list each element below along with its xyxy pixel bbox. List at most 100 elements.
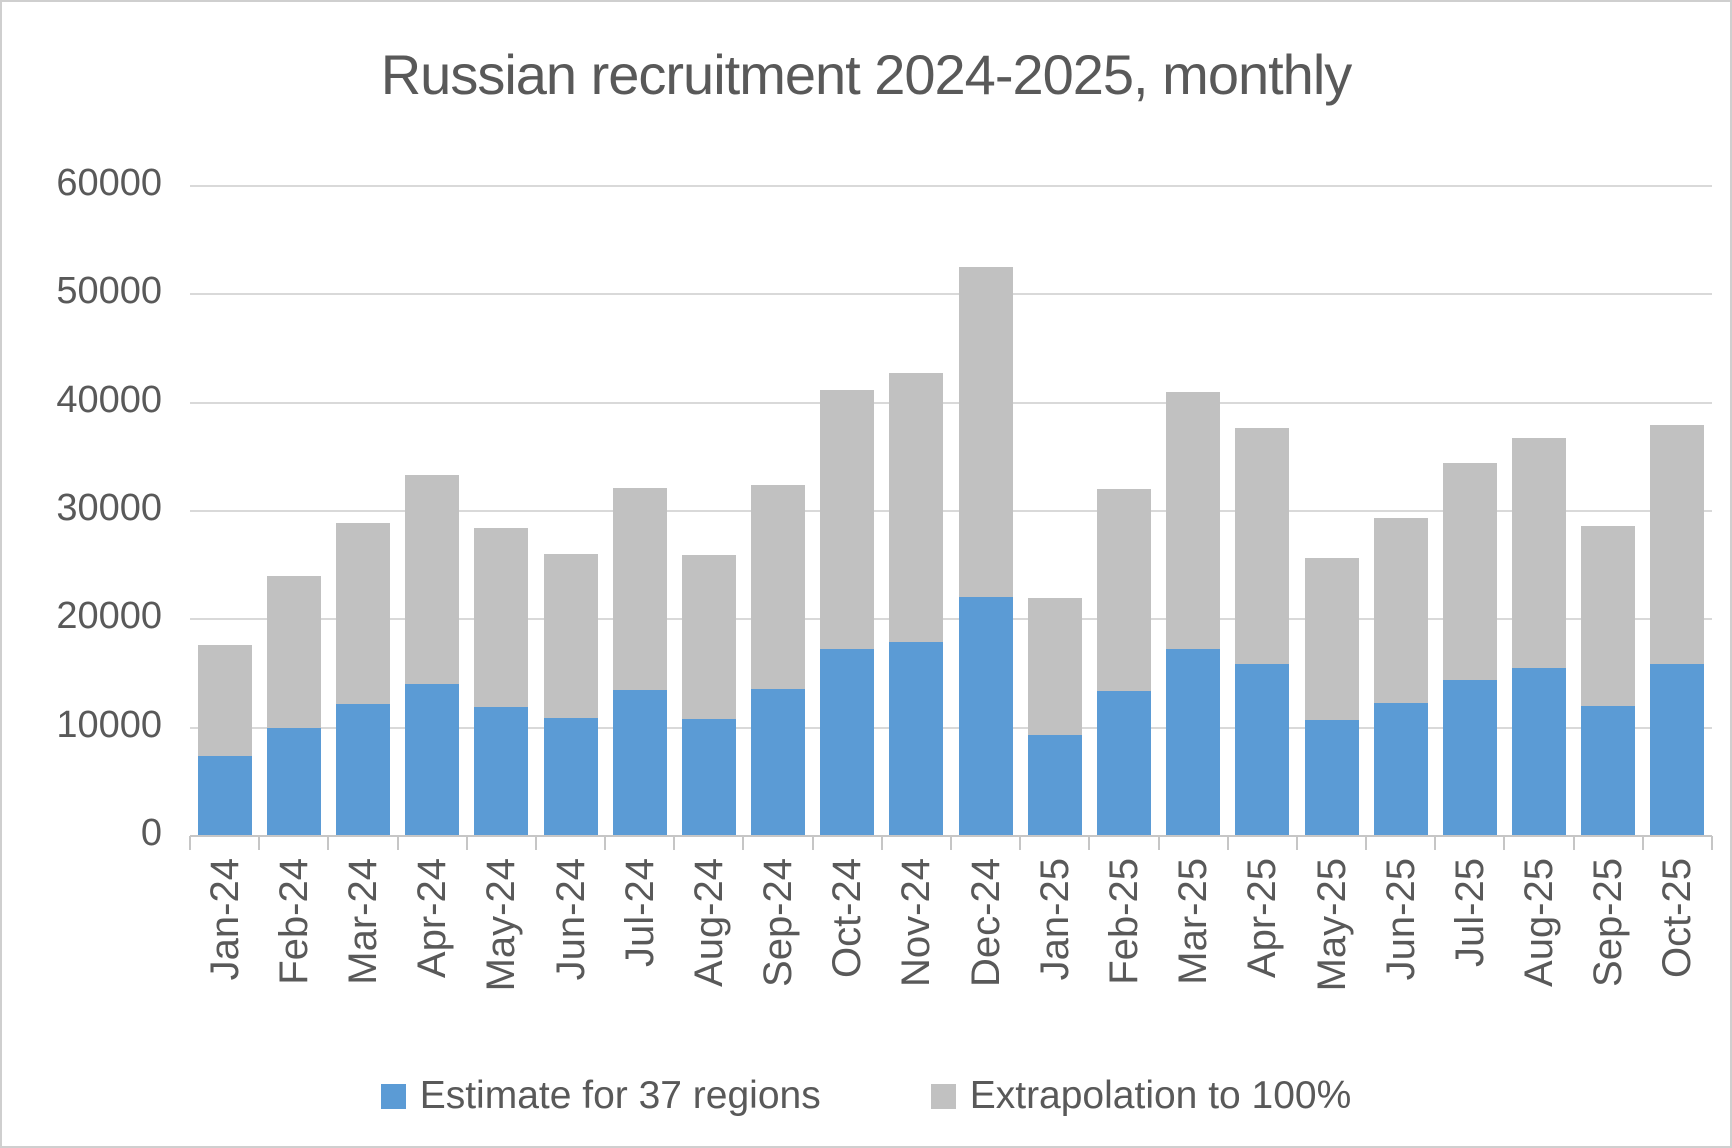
- bar-segment-estimate: [1027, 735, 1082, 836]
- bar-segment-extrapolation: [1512, 438, 1567, 669]
- bar-segment-estimate: [681, 719, 736, 836]
- bar-segment-estimate: [889, 642, 944, 836]
- legend-item-extrapolation: Extrapolation to 100%: [930, 1074, 1352, 1118]
- axis-tick: [811, 836, 814, 850]
- axis-tick: [950, 836, 952, 850]
- legend-item-estimate: Estimate for 37 regions: [380, 1074, 821, 1118]
- x-axis-label: Feb-25: [1101, 858, 1146, 985]
- axis-tick: [189, 836, 191, 850]
- axis-tick: [1572, 836, 1575, 850]
- gridline: [190, 293, 1712, 296]
- bar-segment-extrapolation: [612, 488, 667, 690]
- x-axis-label: Jul-24: [617, 858, 662, 967]
- axis-tick: [258, 836, 261, 850]
- x-axis-label: Apr-24: [410, 858, 455, 979]
- bar-segment-extrapolation: [681, 555, 736, 719]
- x-axis-label: Jun-25: [1378, 858, 1423, 981]
- bar-segment-estimate: [1512, 668, 1567, 836]
- bar-segment-estimate: [1650, 663, 1705, 836]
- bar-segment-estimate: [820, 648, 875, 836]
- x-axis-label: Jan-24: [202, 858, 247, 981]
- legend: Estimate for 37 regions Extrapolation to…: [2, 1074, 1730, 1118]
- gridline: [190, 401, 1712, 404]
- axis-tick: [1434, 836, 1437, 850]
- legend-swatch-estimate: [380, 1083, 406, 1109]
- bar-segment-estimate: [335, 703, 390, 836]
- y-axis-label: 40000: [56, 378, 162, 421]
- x-axis-label: May-24: [479, 858, 524, 992]
- x-axis-label: Apr-25: [1240, 858, 1285, 979]
- legend-swatch-extrapolation: [930, 1083, 956, 1109]
- bar-segment-extrapolation: [474, 528, 529, 708]
- bar-segment-estimate: [1304, 720, 1359, 836]
- x-axis-label: Jul-25: [1447, 858, 1492, 967]
- x-axis-label: Mar-24: [340, 858, 385, 985]
- legend-label-estimate: Estimate for 37 regions: [419, 1074, 821, 1117]
- y-axis-label: 10000: [56, 703, 162, 746]
- bar-segment-extrapolation: [335, 522, 390, 704]
- bar-segment-estimate: [751, 688, 806, 836]
- x-axis-label: Sep-25: [1586, 858, 1631, 987]
- bar-segment-estimate: [266, 727, 321, 836]
- bar-segment-estimate: [197, 755, 252, 836]
- bar-segment-estimate: [405, 684, 460, 836]
- bar-segment-estimate: [1581, 706, 1636, 836]
- axis-tick: [1503, 836, 1506, 850]
- bar-segment-extrapolation: [889, 373, 944, 643]
- bar-segment-estimate: [474, 707, 529, 836]
- x-axis-label: Oct-25: [1655, 858, 1700, 979]
- bar-segment-extrapolation: [405, 475, 460, 685]
- x-axis-label: Jan-25: [1032, 858, 1077, 981]
- x-axis-label: Mar-25: [1171, 858, 1216, 985]
- axis-tick: [1365, 836, 1368, 850]
- axis-tick: [673, 836, 676, 850]
- y-axis-label: 0: [140, 812, 162, 854]
- axis-tick: [465, 836, 468, 850]
- x-axis-label: May-25: [1309, 858, 1354, 992]
- bar-segment-extrapolation: [543, 554, 598, 718]
- bar-segment-estimate: [1166, 648, 1221, 836]
- x-axis-label: Oct-24: [825, 858, 870, 979]
- bar-segment-extrapolation: [1166, 391, 1221, 649]
- axis-tick: [1295, 836, 1298, 850]
- gridline: [190, 726, 1712, 729]
- bar-segment-estimate: [1096, 690, 1151, 836]
- bar-segment-extrapolation: [958, 267, 1013, 597]
- bar-segment-estimate: [1235, 663, 1290, 836]
- bar-segment-extrapolation: [1235, 427, 1290, 664]
- bar-segment-extrapolation: [1442, 463, 1497, 680]
- bar-segment-extrapolation: [820, 389, 875, 649]
- gridline: [190, 185, 1712, 187]
- bar-segment-estimate: [612, 689, 667, 836]
- bar-segment-estimate: [958, 596, 1013, 836]
- bar-segment-estimate: [1442, 680, 1497, 836]
- x-axis-label: Feb-24: [271, 858, 316, 985]
- gridline: [190, 510, 1712, 512]
- axis-tick: [1157, 836, 1160, 850]
- x-axis-label: Aug-25: [1517, 858, 1562, 987]
- axis-tick: [742, 836, 745, 850]
- y-axis-label: 20000: [56, 595, 162, 638]
- bar-segment-extrapolation: [1650, 425, 1705, 664]
- x-axis-label: Sep-24: [756, 858, 801, 987]
- x-axis-label: Nov-24: [894, 858, 939, 987]
- axis-tick: [1226, 836, 1229, 850]
- axis-tick: [604, 836, 607, 850]
- axis-tick: [1641, 836, 1644, 850]
- bar-segment-extrapolation: [266, 576, 321, 728]
- axis-tick: [880, 836, 883, 850]
- axis-tick: [396, 836, 399, 850]
- legend-label-extrapolation: Extrapolation to 100%: [969, 1074, 1352, 1117]
- x-axis-label: Jun-24: [548, 858, 593, 981]
- axis-tick: [327, 836, 330, 850]
- bar-segment-extrapolation: [1096, 489, 1151, 691]
- axis-tick: [534, 836, 537, 850]
- bar-segment-extrapolation: [197, 645, 252, 756]
- bar-segment-estimate: [1373, 702, 1428, 836]
- axis-tick: [1088, 836, 1091, 850]
- axis-tick: [1711, 836, 1713, 850]
- bar-segment-extrapolation: [1373, 517, 1428, 703]
- y-axis-label: 30000: [56, 487, 162, 529]
